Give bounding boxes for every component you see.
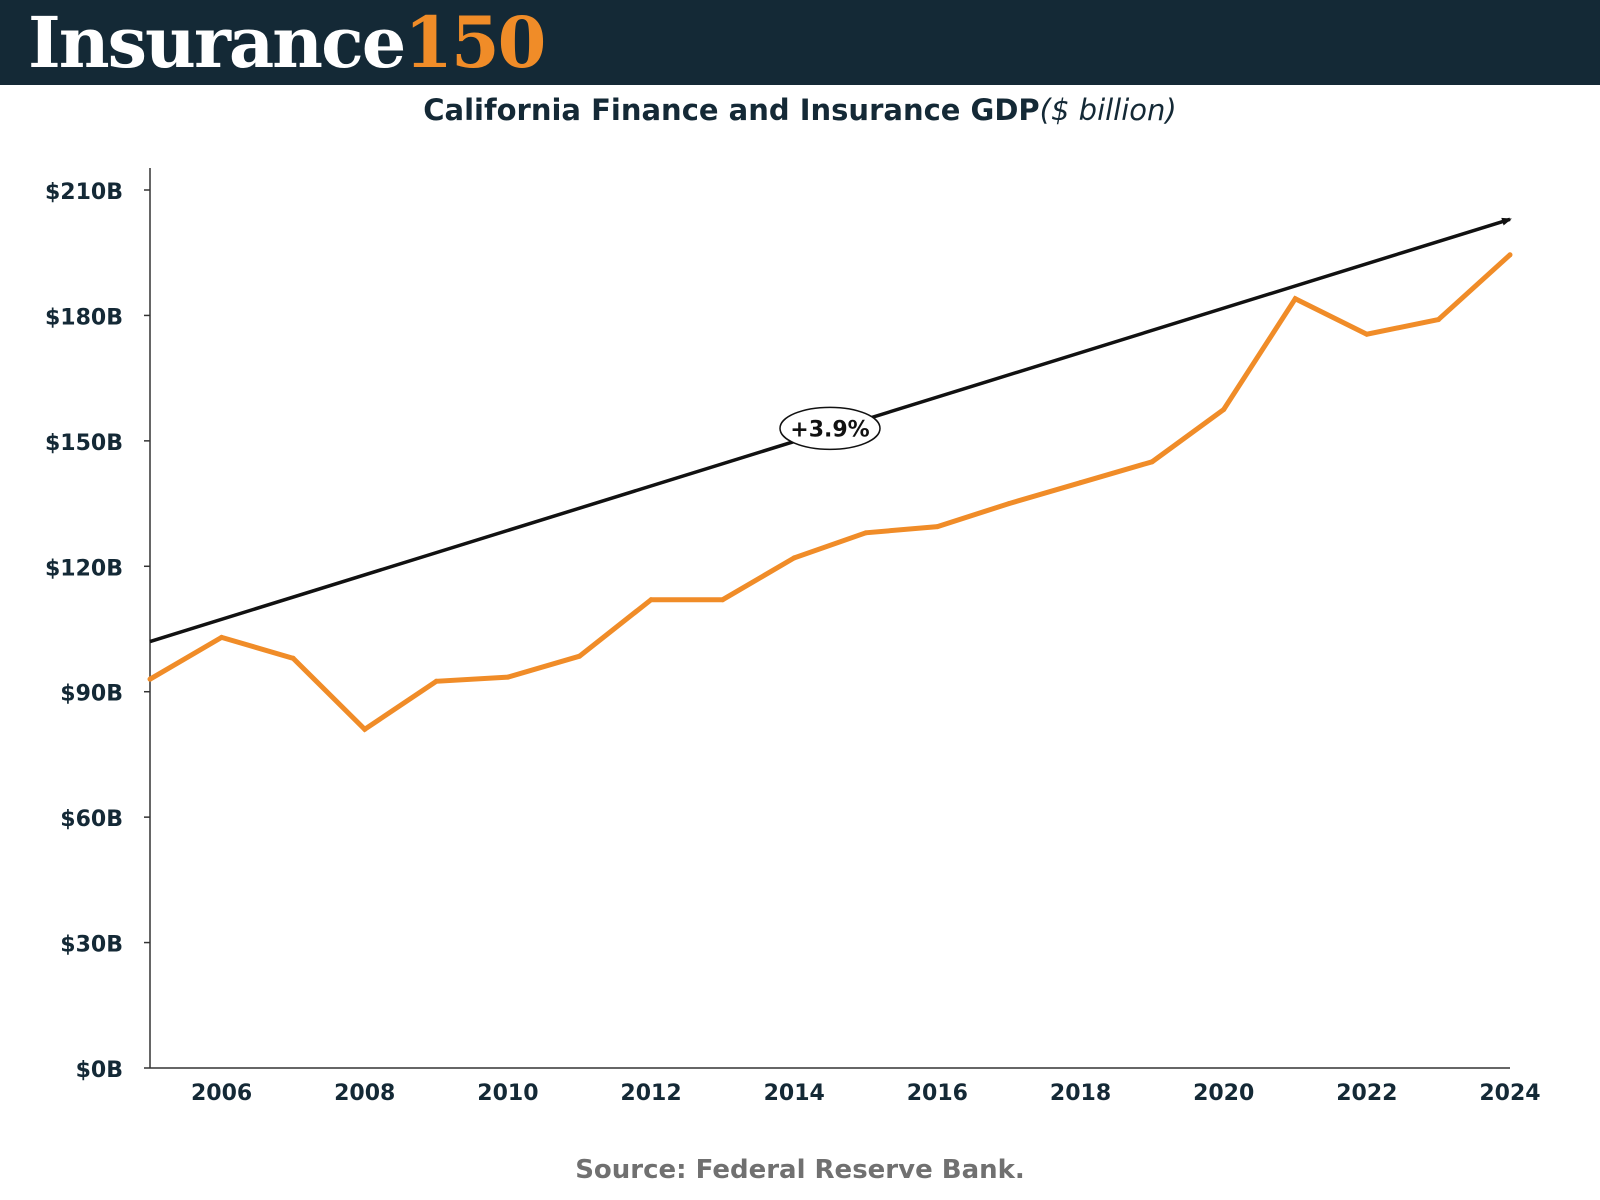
gdp-data-point bbox=[505, 674, 511, 680]
y-tick-label: $150B bbox=[45, 431, 123, 456]
gdp-data-point bbox=[1149, 459, 1155, 465]
gdp-data-point bbox=[1078, 480, 1084, 486]
y-tick-label: $120B bbox=[45, 556, 123, 581]
gdp-data-point bbox=[433, 678, 439, 684]
gdp-data-point bbox=[1435, 317, 1441, 323]
y-tick-label: $180B bbox=[45, 305, 123, 330]
x-tick-label: 2024 bbox=[1479, 1081, 1540, 1106]
insurance150-logo: Insurance150 bbox=[28, 1, 546, 84]
gdp-data-point bbox=[290, 655, 296, 661]
gdp-data-point bbox=[720, 597, 726, 603]
gdp-data-point bbox=[219, 634, 225, 640]
gdp-data-point bbox=[1006, 501, 1012, 507]
y-tick-label: $60B bbox=[60, 807, 123, 832]
gdp-data-point bbox=[648, 597, 654, 603]
gdp-data-point bbox=[362, 726, 368, 732]
logo-number: 150 bbox=[404, 1, 546, 84]
gdp-data-point bbox=[1221, 407, 1227, 412]
chart-title-text: California Finance and Insurance GDP bbox=[423, 93, 1040, 127]
gdp-data-point bbox=[791, 555, 797, 561]
x-tick-label: 2018 bbox=[1050, 1081, 1111, 1106]
growth-rate-badge bbox=[779, 406, 881, 451]
x-tick-label: 2014 bbox=[764, 1081, 825, 1106]
x-tick-label: 2020 bbox=[1193, 1081, 1254, 1106]
logo-word: Insurance bbox=[28, 1, 406, 84]
gdp-data-point bbox=[934, 524, 940, 530]
chart-title-unit: ($ billion) bbox=[1039, 93, 1177, 127]
gdp-data-point bbox=[147, 676, 153, 682]
gdp-data-point bbox=[863, 530, 869, 536]
x-tick-label: 2012 bbox=[620, 1081, 681, 1106]
y-tick-label: $90B bbox=[60, 682, 123, 707]
growth-rate-label: +3.9% bbox=[790, 417, 869, 442]
header-bar: Insurance150 bbox=[0, 0, 1600, 85]
gdp-data-point bbox=[1507, 252, 1513, 258]
source-note: Source: Federal Reserve Bank. bbox=[575, 1155, 1025, 1185]
y-tick-label: $30B bbox=[60, 933, 123, 958]
chart-title: California Finance and Insurance GDP($ b… bbox=[0, 93, 1600, 127]
x-tick-label: 2016 bbox=[907, 1081, 968, 1106]
y-tick-label: $210B bbox=[45, 180, 123, 205]
y-tick-label: $0B bbox=[76, 1058, 123, 1083]
gdp-data-point bbox=[1292, 296, 1298, 302]
x-tick-label: 2006 bbox=[191, 1081, 252, 1106]
gdp-data-point bbox=[576, 653, 582, 659]
x-tick-label: 2008 bbox=[334, 1081, 395, 1106]
x-tick-label: 2010 bbox=[477, 1081, 538, 1106]
gdp-series-line bbox=[148, 252, 1512, 733]
x-tick-label: 2022 bbox=[1336, 1081, 1397, 1106]
gdp-data-point bbox=[1364, 331, 1370, 337]
